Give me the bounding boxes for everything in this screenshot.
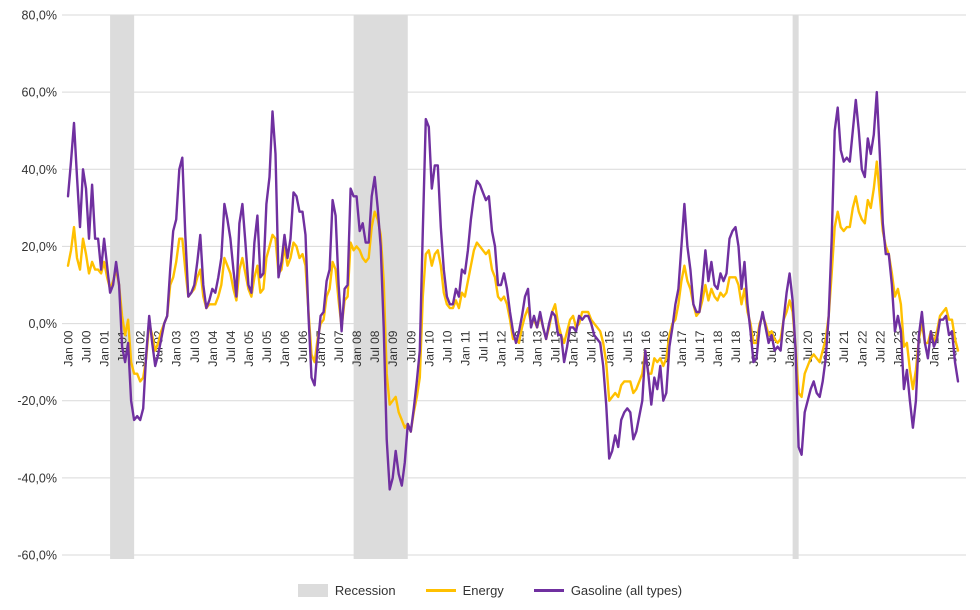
x-axis-tick-label: Jul 03 [188,330,202,362]
y-axis-tick-label: 60,0% [22,86,57,100]
series-line-gasoline-all-types [66,90,960,491]
x-axis-tick-label: Jan 08 [350,330,364,366]
legend-item-recession: Recession [297,582,396,598]
chart-plot-area: 80,0% 60,0% 40,0% 20,0% 0,0% -20,0% -40,0% -60,… [17,9,966,563]
recession-band [110,15,135,559]
energy-line-swatch [425,588,456,592]
x-axis-tick-label: Jan 01 [98,330,112,366]
series-line-energy [66,160,960,433]
y-axis-tick-label: -60,0% [17,549,57,563]
chart-legend: Recession Energy Gasoline (all types) [0,567,980,610]
x-axis-tick-label: Jan 11 [458,330,472,365]
x-axis-tick-label: Jan 20 [783,330,797,366]
x-axis-tick-label: Jan 16 [639,330,653,366]
x-axis-tick-label: Jul 08 [368,330,382,362]
x-axis-tick-label: Jan 09 [386,330,400,366]
x-axis-tick-label: Jan 02 [134,330,148,366]
y-axis-tick-label: 20,0% [22,240,57,254]
x-axis-tick-label: Jul 05 [260,330,274,362]
x-axis-tick-label: Jul 10 [440,330,454,362]
x-axis-tick-label: Jan 03 [170,330,184,366]
y-axis-tick-label: 40,0% [22,163,57,177]
x-axis-tick-label: Jan 22 [855,330,869,366]
x-axis-tick-label: Jan 12 [494,330,508,366]
legend-item-gasoline: Gasoline (all types) [533,582,683,598]
x-axis-tick-label: Jul 07 [332,330,346,362]
x-axis-tick-label: Jan 17 [675,330,689,366]
x-axis-tick-label: Jul 22 [873,330,887,362]
y-axis-tick-label: 0,0% [29,317,58,331]
legend-label-recession: Recession [334,582,396,598]
x-axis-tick-label: Jan 06 [278,330,292,366]
x-axis-tick-label: Jul 20 [801,330,815,362]
x-axis-tick-label: Jul 21 [837,330,851,362]
x-axis-tick-label: Jul 14 [585,330,599,362]
x-axis-tick-label: Jul 13 [549,330,563,362]
legend-label-energy: Energy [462,582,504,598]
x-axis-tick-label: Jul 00 [80,330,94,362]
x-axis-tick-label: Jul 06 [296,330,310,362]
y-axis-tick-label: 80,0% [22,9,57,23]
recession-band [792,15,799,559]
x-axis-tick-label: Jan 04 [206,330,220,366]
x-axis-tick-label: Jul 18 [729,330,743,362]
recession-swatch [297,583,328,597]
x-axis-tick-label: Jan 14 [567,330,581,366]
x-axis-tick-label: Jul 15 [621,330,635,362]
x-axis-tick-label: Jul 11 [476,330,490,361]
x-axis-tick-label: Jul 04 [224,330,238,362]
y-axis-tick-label: -40,0% [17,471,57,485]
x-axis-tick-label: Jul 09 [404,330,418,362]
x-axis-tick-label: Jan 10 [422,330,436,366]
y-axis-tick-label: -20,0% [17,394,57,408]
legend-label-gasoline: Gasoline (all types) [570,582,683,598]
legend-item-energy: Energy [425,582,504,598]
gasoline-line-swatch [533,588,564,592]
x-axis-tick-label: Jan 05 [242,330,256,366]
x-axis-tick-label: Jan 18 [711,330,725,366]
x-axis-tick-label: Jan 13 [531,330,545,366]
x-axis-tick-label: Jan 00 [62,330,76,366]
x-axis-tick-label: Jul 17 [693,330,707,362]
